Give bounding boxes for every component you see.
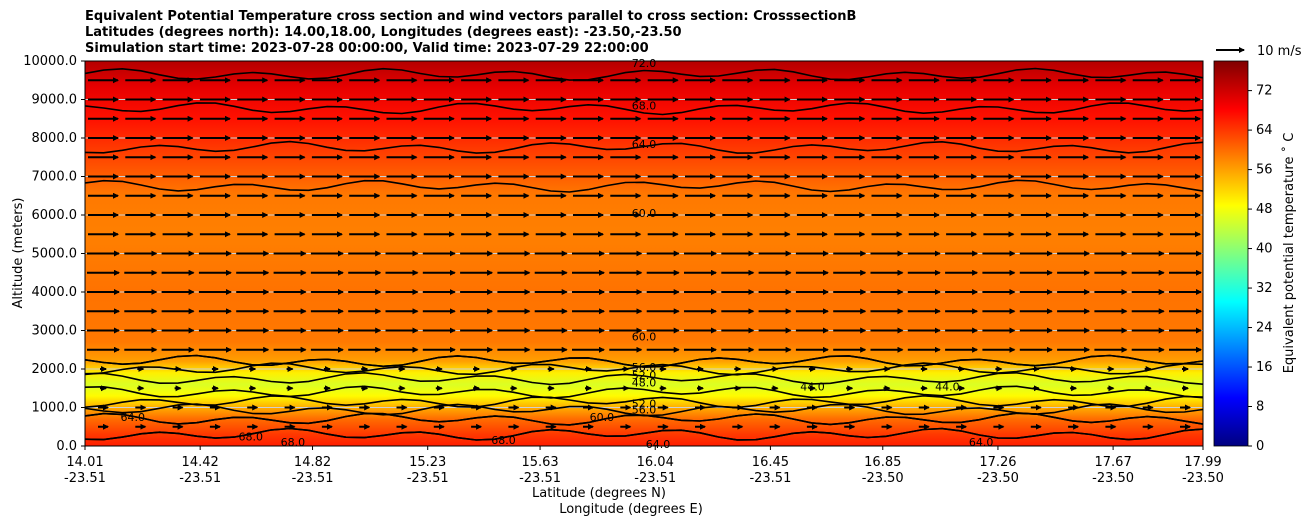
x-tick-label-lon: -23.51	[292, 471, 334, 486]
x-tick-label-lat: 14.42	[182, 455, 219, 470]
colorbar-tick-label: 56	[1256, 163, 1273, 178]
x-tick-label-lat: 14.01	[66, 455, 103, 470]
y-tick-label: 0.0	[56, 439, 77, 454]
x-tick-label-lon: -23.51	[179, 471, 221, 486]
x-tick-label-lon: -23.50	[977, 471, 1019, 486]
contour-label: 64.0	[646, 438, 671, 451]
contour-label: 64.0	[969, 436, 994, 449]
contour-line	[85, 67, 1203, 81]
colorbar-tick-label: 64	[1256, 123, 1273, 138]
contour-line	[85, 394, 1203, 409]
contour-label: 64.0	[632, 138, 657, 151]
x-axis: 14.01-23.5114.42-23.5114.82-23.5115.23-2…	[64, 446, 1224, 486]
contour-label: 60.0	[632, 330, 657, 343]
y-tick-label: 2000.0	[32, 362, 78, 377]
contour-lines	[85, 67, 1203, 441]
x-tick-label-lon: -23.51	[407, 471, 449, 486]
contour-label: 44.0	[800, 380, 825, 393]
contour-line	[85, 102, 1203, 116]
x-tick-label-lat: 16.85	[864, 455, 901, 470]
contour-label: 52.0	[632, 369, 657, 382]
x-tick-label-lat: 15.63	[521, 455, 558, 470]
contour-line	[85, 354, 1203, 368]
contour-label: 68.0	[632, 99, 657, 112]
x-tick-label-lon: -23.51	[519, 471, 561, 486]
x-tick-label-lon: -23.50	[1092, 471, 1134, 486]
y-axis-label: Altitude (meters)	[11, 198, 26, 309]
title-line-1: Equivalent Potential Temperature cross s…	[85, 9, 857, 24]
contour-line	[85, 371, 1203, 386]
chart-title: Equivalent Potential Temperature cross s…	[85, 9, 856, 57]
contour-line	[85, 179, 1203, 193]
contour-line	[85, 403, 1203, 417]
x-tick-label-lat: 16.45	[752, 455, 789, 470]
grid-lines	[85, 99, 1203, 408]
contour-label: 68.0	[491, 434, 516, 447]
x-tick-label-lat: 16.04	[637, 455, 674, 470]
contour-label: 48.0	[632, 376, 657, 389]
wind-vectors	[87, 77, 1202, 430]
colorbar-tick-label: 0	[1256, 439, 1264, 454]
colorbar	[1213, 60, 1249, 447]
contour-label: 44.0	[935, 380, 960, 393]
x-tick-label-lat: 14.82	[294, 455, 331, 470]
colorbar-tick-label: 32	[1256, 281, 1273, 296]
colorbar-tick-label: 24	[1256, 321, 1273, 336]
colorbar-tick-label: 72	[1256, 84, 1273, 99]
x-tick-label-lat: 15.23	[409, 455, 446, 470]
contour-label: 68.0	[281, 436, 306, 449]
x-tick-label-lat: 17.26	[979, 455, 1016, 470]
y-tick-label: 4000.0	[32, 285, 78, 300]
quiver-key-label: 10 m/s	[1257, 44, 1302, 59]
colorbar-ticks: 0 8 16 24 32 40 48 56 64 72	[1248, 84, 1273, 454]
colorbar-tick-label: 48	[1256, 202, 1273, 217]
colorbar-label: Equivalent potential temperature ˚ C	[1281, 133, 1297, 374]
contour-label: 60.0	[590, 411, 615, 424]
x-tick-label-lat: 17.99	[1184, 455, 1221, 470]
y-tick-label: 6000.0	[32, 208, 78, 223]
contour-label: 56.0	[632, 361, 657, 374]
y-axis: 0.0 1000.0 2000.0 3000.0 4000.0 5000.0 6000.0 7…	[23, 54, 85, 454]
contour-label: 64.0	[121, 411, 146, 424]
x-tick-label-lon: -23.51	[749, 471, 791, 486]
colorbar-tick-label: 40	[1256, 242, 1273, 257]
contour-label: 60.0	[632, 207, 657, 220]
x-tick-label-lon: -23.50	[862, 471, 904, 486]
y-tick-label: 3000.0	[32, 324, 78, 339]
contour-labels: 72.068.064.060.060.056.052.048.0 44.0 44.0…	[121, 57, 994, 451]
x-axis-label-lat: Latitude (degrees N)	[532, 486, 666, 501]
y-tick-label: 1000.0	[32, 401, 78, 416]
x-axis-label-lon: Longitude (degrees E)	[559, 502, 703, 517]
x-tick-label-lat: 17.67	[1095, 455, 1132, 470]
contour-line	[85, 140, 1203, 154]
contour-line	[85, 427, 1203, 441]
contour-line	[85, 362, 1203, 376]
x-tick-label-lon: -23.51	[64, 471, 106, 486]
title-line-2: Latitudes (degrees north): 14.00,18.00, …	[85, 25, 682, 40]
x-tick-label-lon: -23.51	[634, 471, 676, 486]
contour-line	[85, 385, 1203, 399]
title-line-3: Simulation start time: 2023-07-28 00:00:…	[85, 41, 649, 56]
y-tick-label: 10000.0	[23, 54, 77, 69]
y-tick-label: 8000.0	[32, 131, 78, 146]
x-tick-label-lon: -23.50	[1182, 471, 1224, 486]
contour-label: 52.0	[632, 398, 657, 411]
contour-label: 68.0	[238, 430, 263, 443]
colorbar-tick-label: 16	[1256, 360, 1273, 375]
y-tick-label: 7000.0	[32, 170, 78, 185]
y-tick-label: 9000.0	[32, 93, 78, 108]
colorbar-tick-label: 8	[1256, 400, 1264, 415]
contour-label: 72.0	[632, 57, 657, 70]
contour-label: 56.0	[632, 403, 657, 416]
y-tick-label: 5000.0	[32, 247, 78, 262]
